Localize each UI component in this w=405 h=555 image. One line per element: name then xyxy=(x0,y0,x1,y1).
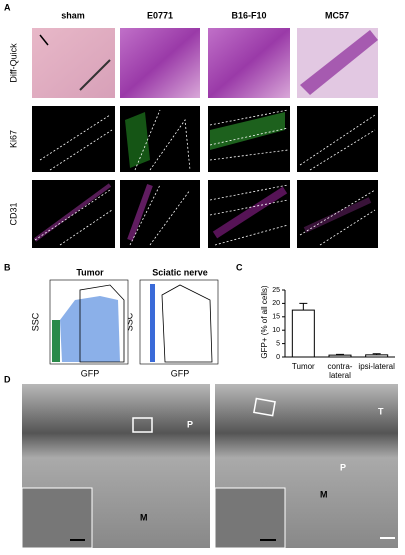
bar xyxy=(291,309,315,358)
row-label: CD31 xyxy=(8,202,18,225)
row-label: Diff-Quick xyxy=(8,43,18,83)
axis-label: GFP xyxy=(171,368,190,378)
column-label: MC57 xyxy=(325,10,349,20)
em-label: P xyxy=(187,419,193,429)
panel-label: B xyxy=(4,262,11,272)
x-tick-label: Tumor xyxy=(291,362,315,371)
error-bar xyxy=(336,353,344,356)
y-tick-label: 15 xyxy=(272,314,280,321)
y-axis-label: GFP+ (% of all cells) xyxy=(260,285,269,358)
panel-label: D xyxy=(4,374,11,384)
flow-plots xyxy=(49,279,219,365)
x-tick-label: contra-lateral xyxy=(327,362,353,380)
em-label: M xyxy=(320,489,328,499)
axis-label: SSC xyxy=(124,312,134,331)
axis-label: SSC xyxy=(30,312,40,331)
em-label: T xyxy=(378,406,384,416)
y-tick-label: 10 xyxy=(272,327,280,334)
column-label: B16-F10 xyxy=(231,10,266,20)
x-tick-label: ipsi-lateral xyxy=(358,362,395,371)
column-label: E0771 xyxy=(147,10,173,20)
micrographs xyxy=(32,28,378,248)
axis-label: GFP xyxy=(81,368,100,378)
column-label: sham xyxy=(61,10,85,20)
bar xyxy=(365,354,389,358)
y-tick-label: 25 xyxy=(272,287,280,294)
em-label: M xyxy=(140,512,148,522)
plot-title: Sciatic nerve xyxy=(152,267,208,277)
y-tick-label: 0 xyxy=(276,354,280,361)
error-bar xyxy=(372,353,381,355)
panel-label: A xyxy=(4,2,11,12)
panel-label: C xyxy=(236,262,243,272)
em-images xyxy=(21,384,398,549)
bar xyxy=(328,354,352,358)
y-tick-label: 5 xyxy=(276,340,280,347)
row-label: Ki67 xyxy=(8,130,18,148)
y-tick-label: 20 xyxy=(272,300,280,307)
plot-title: Tumor xyxy=(76,267,104,277)
error-bar xyxy=(299,302,308,311)
em-label: P xyxy=(340,462,346,472)
